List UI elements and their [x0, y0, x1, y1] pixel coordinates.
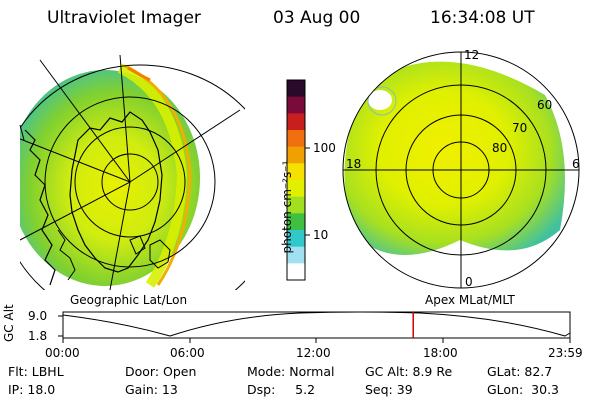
altitude-trace — [62, 311, 571, 337]
mlat-label-80: 80 — [492, 141, 508, 155]
colorbar-segment — [287, 263, 305, 281]
mlt-label-18: 18 — [346, 157, 362, 171]
colorbar-segment — [287, 113, 305, 131]
colorbar-tick-label-100: 100 — [313, 141, 336, 155]
status-glon: GLon: 30.3 — [487, 382, 559, 397]
status-ip: IP: 18.0 — [8, 382, 56, 397]
colorbar-segment — [287, 130, 305, 148]
mlt-label-6: 6 — [572, 157, 580, 171]
altitude-xtick-1200: 12:00 — [296, 346, 331, 360]
status-mode: Mode: Normal — [247, 364, 335, 379]
colorbar-segment — [287, 213, 305, 231]
mlat-label-60: 60 — [537, 98, 553, 112]
mlt-label-0: 0 — [465, 275, 473, 289]
status-gain: Gain: 13 — [125, 382, 178, 397]
left-panel-caption: Geographic Lat/Lon — [70, 293, 188, 307]
status-dsp: Dsp: 5.2 — [247, 382, 316, 397]
island-coastline — [129, 235, 146, 255]
dayglow-void — [368, 90, 392, 110]
auroral-oval-arc — [117, 63, 188, 288]
colorbar-segment — [287, 180, 305, 198]
colorbar-segment — [287, 196, 305, 214]
right-panel-caption: Apex MLat/MLT — [425, 293, 515, 307]
status-glat: GLat: 82.7 — [487, 364, 553, 379]
status-filter: Flt: LBHL — [8, 364, 64, 379]
dayglow-ring — [367, 86, 397, 116]
observation-date: 03 Aug 00 — [273, 8, 361, 28]
colorbar-segment — [287, 80, 305, 98]
mlt-label-12: 12 — [464, 48, 480, 62]
meridian-line — [20, 181, 131, 241]
lat-circle-80 — [101, 153, 159, 211]
geographic-map-panel — [20, 55, 245, 290]
altitude-xtick-1800: 18:00 — [423, 346, 458, 360]
meridian-line — [39, 59, 131, 183]
altitude-plot-frame — [62, 311, 571, 339]
instrument-title: Ultraviolet Imager — [47, 8, 201, 28]
mlat-label-70: 70 — [512, 121, 528, 135]
altitude-ytick-9: 9.0 — [28, 309, 48, 323]
altitude-xtick-0000: 00:00 — [45, 346, 80, 360]
status-gc-alt: GC Alt: 8.9 Re — [365, 364, 453, 379]
canada-coastline — [24, 129, 56, 286]
colorbar-segment — [287, 146, 305, 164]
greenland-coastline — [69, 111, 163, 273]
meridian-line — [20, 138, 131, 183]
altitude-xtick-0600: 06:00 — [170, 346, 205, 360]
island-coastline — [149, 239, 171, 269]
status-seq: Seq: 39 — [365, 382, 413, 397]
colorbar-unit-label: photon cm⁻²s⁻¹ — [280, 160, 294, 254]
altitude-xtick-2359: 23:59 — [548, 346, 583, 360]
colorbar — [286, 79, 310, 281]
altitude-ylabel: GC Alt — [2, 304, 16, 342]
altitude-plot — [58, 311, 571, 343]
observation-time: 16:34:08 UT — [430, 8, 535, 28]
meridian-line — [129, 109, 241, 183]
lat-circle-60 — [44, 96, 216, 268]
island-coastline — [57, 229, 76, 281]
colorbar-segment — [287, 163, 305, 181]
colorbar-frame — [286, 79, 306, 281]
apex-polar-panel — [342, 51, 580, 289]
meridian-line — [109, 181, 131, 290]
colorbar-segment — [287, 96, 305, 114]
auroral-hotspot — [127, 66, 151, 82]
altitude-ytick-1.8: 1.8 — [28, 329, 48, 343]
edge-tick — [19, 124, 25, 141]
colorbar-tick-label-10: 10 — [313, 228, 329, 242]
lat-circle-70 — [74, 126, 186, 238]
auroral-emission-left — [20, 70, 200, 286]
auroral-emission-right — [344, 61, 565, 256]
colorbar-segment — [287, 230, 305, 248]
status-door: Door: Open — [125, 364, 197, 379]
lat-circle-50 — [20, 64, 245, 290]
colorbar-segment — [287, 246, 305, 264]
